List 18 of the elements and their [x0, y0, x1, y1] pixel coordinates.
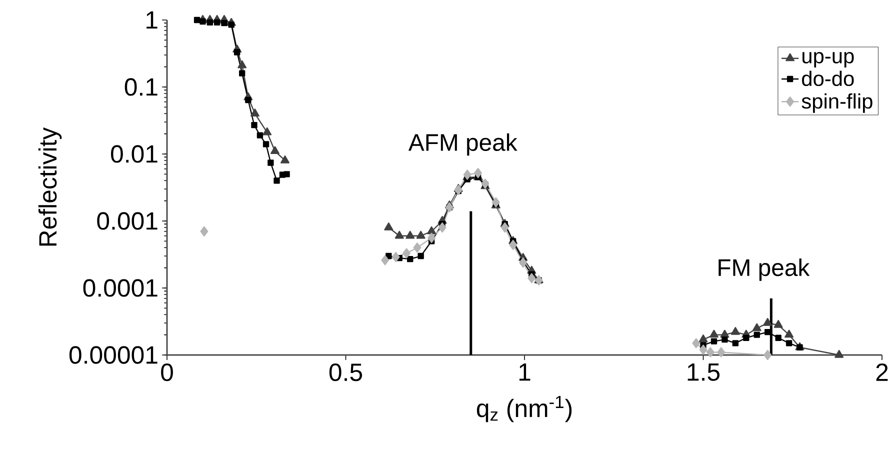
y-axis-title: Reflectivity [38, 127, 62, 246]
annotation: FM peak [718, 258, 810, 281]
annotation: AFM peak [408, 133, 518, 156]
x-tick-label: 1.5 [688, 363, 720, 381]
x-axis-title: q$_{z}$ (nm$^{-1}$) [476, 396, 572, 422]
x-tick-label: 1 [519, 363, 530, 381]
y-tick-label: 0.1 [124, 78, 158, 96]
y-tick-label: 0.001 [97, 212, 158, 230]
legend-label: do-do [802, 70, 854, 86]
y-tick-label: 0.00001 [69, 346, 158, 364]
x-tick-label: 2 [876, 363, 888, 381]
legend-label: spin-flip [802, 93, 872, 113]
y-tick-label: 0.0001 [83, 279, 158, 297]
y-tick-label: 1 [146, 11, 158, 29]
y-tick-label: 0.01 [111, 145, 158, 163]
x-tick-label: 0.5 [329, 363, 362, 382]
x-tick-label: 0 [161, 363, 173, 382]
legend-label: up-up [802, 52, 854, 68]
